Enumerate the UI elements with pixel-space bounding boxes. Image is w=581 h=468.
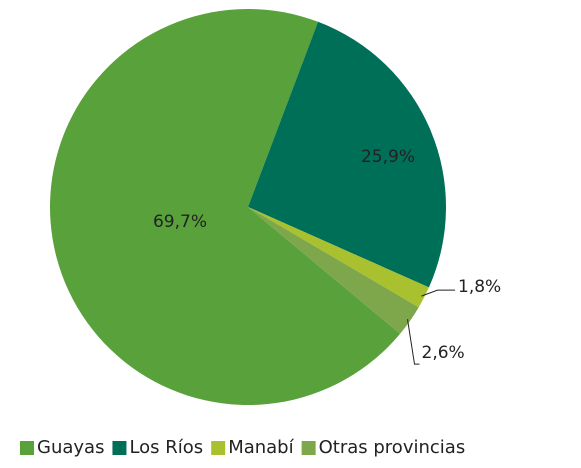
pie-slice [248, 207, 429, 308]
legend-label: Guayas [37, 437, 104, 458]
legend-swatch [20, 441, 34, 455]
pie-slice [50, 9, 401, 406]
data-label: 25,9% [361, 147, 415, 167]
legend-label: Los Ríos [129, 437, 203, 458]
leader-line [407, 319, 420, 365]
pie-slice [248, 207, 419, 334]
legend-swatch [211, 441, 226, 455]
pie-slice [248, 21, 446, 288]
legend-swatch [301, 441, 316, 455]
leader-line [421, 289, 455, 297]
legend-label: Otras provincias [319, 437, 466, 458]
data-label: 2,6% [422, 343, 465, 363]
data-label: 69,7% [153, 212, 207, 232]
legend-label: Manabí [228, 437, 294, 458]
legend-swatch [112, 441, 127, 455]
data-label: 1,8% [458, 277, 501, 297]
